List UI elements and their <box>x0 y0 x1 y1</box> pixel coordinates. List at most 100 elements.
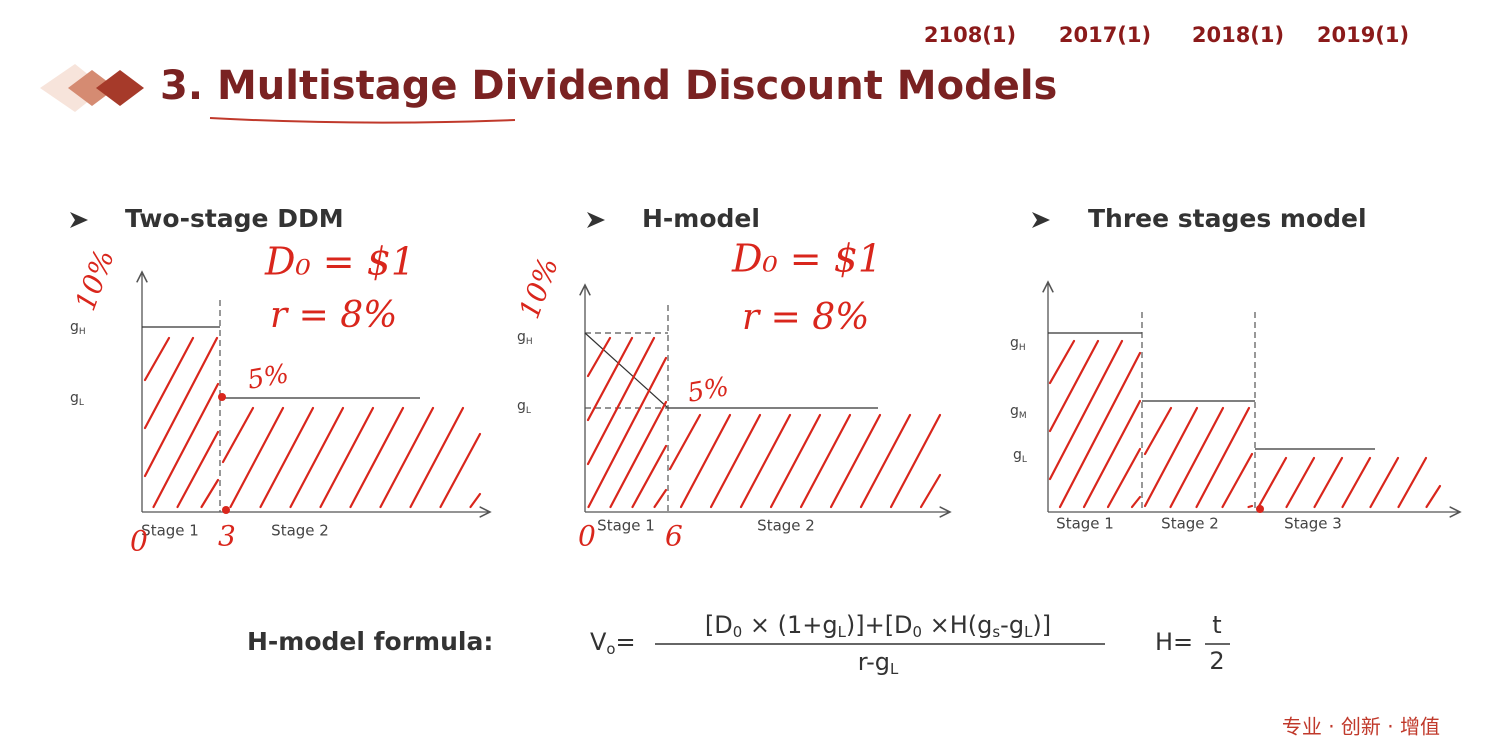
hatch-stroke <box>289 406 345 509</box>
text-run: g <box>1010 403 1019 419</box>
text-run: × (1+g <box>742 611 837 639</box>
hatch-stroke <box>259 406 315 509</box>
y-axis-label: gH <box>1010 335 1026 353</box>
h-lhs: H= <box>1155 628 1193 656</box>
handwritten-note: 5% <box>245 359 291 396</box>
hatch-stroke <box>1397 456 1428 509</box>
hatch-stroke <box>653 488 668 509</box>
panel-heading: Two-stage DDM <box>125 204 344 233</box>
subscript: L <box>1024 623 1033 641</box>
handwritten-note: 6 <box>665 520 683 553</box>
diagrams <box>142 272 1460 645</box>
handwritten-note: D₀ = $1 <box>264 240 415 284</box>
hatch-stroke <box>1143 406 1173 456</box>
formula-denominator: r-gL​ <box>858 648 899 678</box>
hatch-stroke <box>889 413 942 509</box>
hatch-stroke <box>586 336 612 378</box>
hatch-stroke <box>1425 484 1442 509</box>
h-denominator: 2 <box>1209 647 1224 675</box>
hatch-stroke <box>586 336 634 422</box>
y-axis-label: gL <box>70 390 84 408</box>
hatch-stroke <box>1048 339 1076 385</box>
hatch-stroke <box>1106 447 1142 509</box>
subscript: s <box>992 623 1000 641</box>
hatch-stroke <box>829 413 882 509</box>
handwritten-hatching <box>143 336 1442 509</box>
hatch-stroke <box>799 413 852 509</box>
hatch-stroke <box>176 430 220 509</box>
x-axis-label: Stage 3 <box>1284 515 1342 533</box>
text-run: r-g <box>858 648 890 676</box>
hatch-stroke <box>200 478 220 509</box>
year-tag: 2108(1) <box>924 23 1016 47</box>
hatch-stroke <box>1221 452 1254 509</box>
text-run: ×H(g <box>922 611 992 639</box>
hatch-stroke <box>1195 406 1251 509</box>
text-run: V <box>590 628 607 656</box>
hatch-stroke <box>1058 351 1142 509</box>
h-numerator: t <box>1212 611 1221 639</box>
x-axis-label: Stage 2 <box>271 522 329 540</box>
hatch-stroke <box>919 473 942 509</box>
handwritten-note: 0 <box>578 520 596 553</box>
hatch-stroke <box>709 413 762 509</box>
x-axis-label: Stage 2 <box>1161 515 1219 533</box>
subscript: 0 <box>733 623 742 641</box>
hatch-stroke <box>631 444 668 509</box>
title-icon <box>40 64 144 112</box>
x-axis-label: Stage 1 <box>1056 515 1114 533</box>
year-tag: 2019(1) <box>1317 23 1409 47</box>
subscript: H <box>526 337 533 347</box>
text-run: g <box>1010 335 1019 351</box>
subscript: L <box>890 660 899 678</box>
hatch-stroke <box>319 406 375 509</box>
footer: 专业 · 创新 · 增值 <box>1282 715 1440 739</box>
x-axis-label: Stage 1 <box>141 522 199 540</box>
underline <box>209 117 516 124</box>
handwritten-note: 0 <box>130 525 148 558</box>
text-run: )] <box>1032 611 1051 639</box>
y-axis-label: gL <box>517 398 531 416</box>
x-axis-label: Stage 2 <box>757 517 815 535</box>
hatch-stroke <box>1143 406 1199 508</box>
hatch-stroke <box>1169 406 1225 509</box>
hatch-stroke <box>668 413 702 471</box>
hatch-stroke <box>1048 339 1124 481</box>
hatch-stroke <box>143 336 219 478</box>
hatch-stroke <box>586 336 656 466</box>
hatch-stroke <box>1082 399 1142 509</box>
text-run: g <box>517 398 526 414</box>
subscript: H <box>1019 343 1026 353</box>
hatch-stroke <box>587 356 668 509</box>
panel-heading: Three stages model <box>1088 204 1367 233</box>
hatch-stroke <box>379 406 435 509</box>
handwritten-note: 3 <box>218 520 236 553</box>
hatch-stroke <box>409 406 465 509</box>
handwritten-note: r = 8% <box>270 295 397 336</box>
text-run: g <box>517 329 526 345</box>
handwritten-note: 5% <box>685 372 731 409</box>
y-axis-label: gL <box>1013 447 1027 465</box>
text-run: g <box>70 319 79 335</box>
text-run: g <box>70 390 79 406</box>
bullet-arrow <box>70 212 88 228</box>
formula-lhs: Vo​= <box>590 628 636 658</box>
subscript: L <box>79 398 84 408</box>
subscript: 0 <box>913 623 922 641</box>
hatch-stroke <box>1048 339 1100 433</box>
formula-numerator: [D0​ × (1+gL​)]+[D0​ ×H(gs​-gL​)] <box>705 611 1051 641</box>
hatch-stroke <box>1313 456 1344 509</box>
y-axis-label: gH <box>517 329 533 347</box>
hatch-stroke <box>229 406 285 509</box>
hatch-stroke <box>143 336 171 382</box>
hatch-stroke <box>439 432 482 509</box>
handwritten-note: D₀ = $1 <box>731 237 882 281</box>
y-axis-label: gH <box>70 319 86 337</box>
subscript: o <box>606 640 615 658</box>
bullet-arrow <box>587 212 605 228</box>
text-run: g <box>1013 447 1022 463</box>
handwritten-note: r = 8% <box>742 297 869 338</box>
text-run: [D <box>705 611 733 639</box>
